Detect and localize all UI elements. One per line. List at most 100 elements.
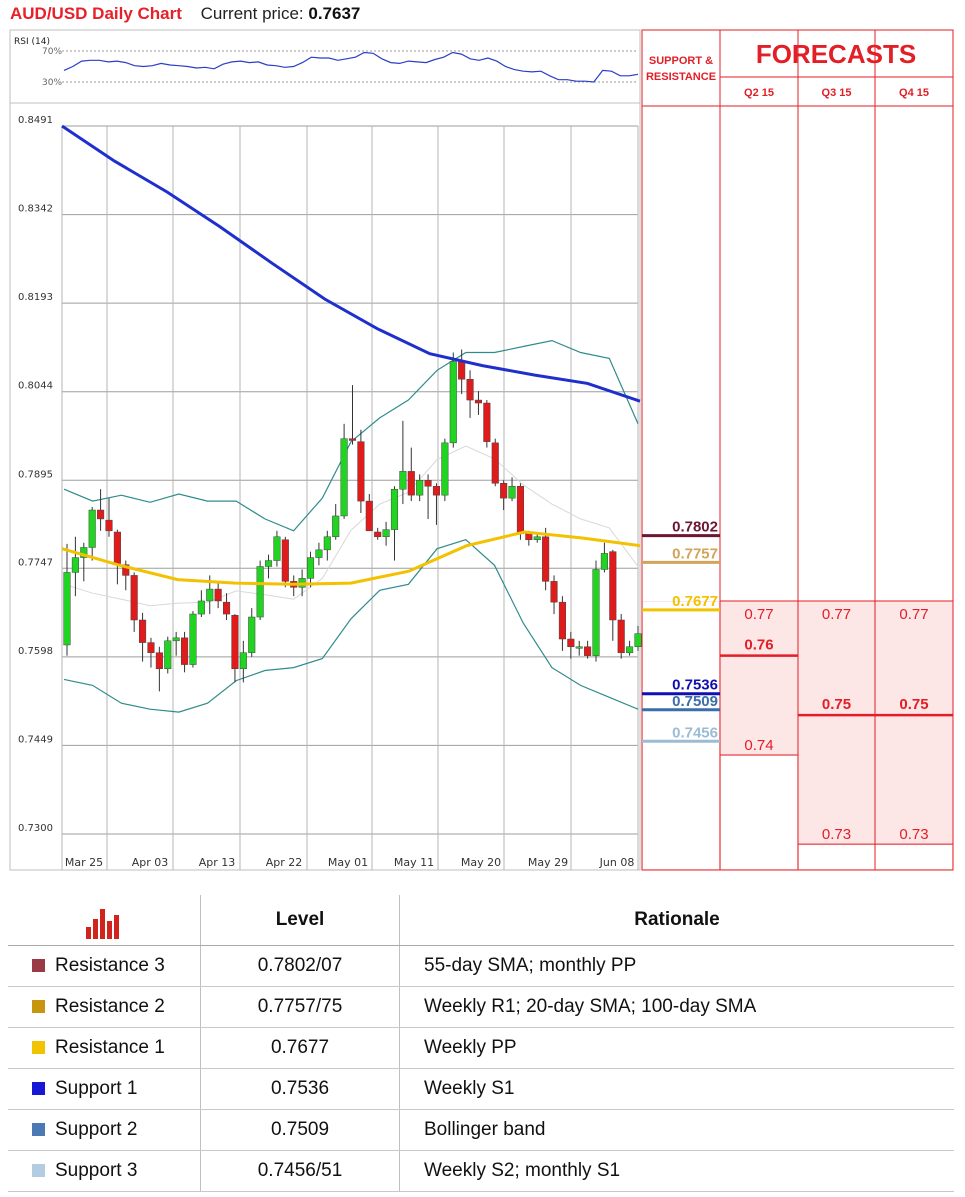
candle-down — [424, 480, 432, 487]
row-name: Support 3 — [55, 1160, 138, 1181]
y-tick-label: 0.8491 — [18, 115, 53, 126]
row-level: 0.7802/07 — [200, 945, 400, 987]
candle-up — [575, 646, 583, 649]
candles — [63, 349, 642, 692]
candle-down — [231, 614, 239, 669]
candle-down — [147, 642, 155, 653]
rsi-line — [63, 51, 639, 83]
x-tick-label: May 20 — [461, 856, 501, 869]
candle-down — [558, 601, 566, 640]
x-tick-label: Mar 25 — [65, 856, 103, 869]
candle-down — [567, 638, 575, 647]
candle-down — [609, 551, 617, 621]
quarter-header: Q4 15 — [899, 87, 929, 99]
y-tick-label: 0.8342 — [18, 204, 53, 215]
row-rationale: 55-day SMA; monthly PP — [399, 945, 954, 987]
candle-down — [491, 442, 499, 484]
current-price-label: Current price: — [200, 4, 304, 23]
forecast-mid-value: 0.75 — [822, 696, 851, 713]
table-row: Resistance 3 0.7802/07 55-day SMA; monthly… — [8, 945, 954, 987]
y-tick-label: 0.7895 — [18, 469, 53, 480]
row-name: Resistance 3 — [55, 955, 165, 976]
candle-up — [264, 560, 273, 567]
forecast-high-value: 0.77 — [744, 606, 773, 623]
candle-down — [500, 483, 508, 499]
y-tick-label: 0.7598 — [18, 646, 53, 657]
x-tick-label: Apr 22 — [266, 856, 303, 869]
candle-down — [617, 619, 625, 653]
candle-up — [416, 480, 424, 496]
level-color-swatch — [32, 1123, 45, 1136]
candle-up — [390, 488, 399, 530]
candle-down — [542, 536, 550, 582]
row-name: Resistance 1 — [55, 1037, 165, 1058]
candle-down — [357, 441, 365, 502]
rsi-70-label: 70% — [42, 47, 62, 57]
chart-title-bar: AUD/USD Daily Chart Current price: 0.763… — [10, 4, 360, 24]
level-label: 0.7536 — [672, 677, 718, 694]
rsi-30-label: 30% — [42, 78, 62, 88]
candle-down — [155, 652, 163, 669]
current-price-value: 0.7637 — [308, 4, 361, 23]
candle-up — [315, 549, 323, 558]
gridlines-vertical — [61, 126, 639, 870]
bollinger-upper-line — [63, 339, 639, 532]
row-level: 0.7536 — [200, 1068, 400, 1110]
sma-short-line — [61, 530, 641, 586]
candle-down — [483, 402, 491, 442]
forecast-high-value: 0.77 — [822, 606, 851, 623]
table-row: Resistance 1 0.7677 Weekly PP — [8, 1027, 954, 1069]
level-color-swatch — [32, 959, 45, 972]
y-tick-label: 0.7300 — [18, 823, 53, 834]
row-rationale: Weekly S1 — [399, 1068, 954, 1110]
row-name-cell: Support 1 — [8, 1068, 201, 1110]
candle-down — [374, 531, 382, 538]
row-name-cell: Support 3 — [8, 1150, 201, 1192]
row-name: Support 2 — [55, 1119, 138, 1140]
bollinger-lower-line — [63, 539, 639, 713]
candle-down — [222, 601, 231, 615]
level-label: 0.7509 — [672, 693, 718, 710]
y-tick-label: 0.7449 — [18, 734, 53, 745]
candle-down — [281, 539, 289, 582]
candle-down — [139, 619, 147, 643]
candle-up — [164, 640, 172, 669]
forecast-mid-value: 0.75 — [899, 696, 928, 713]
candle-down — [525, 533, 533, 540]
level-label: 0.7802 — [672, 519, 718, 536]
forecast-low-value: 0.73 — [899, 826, 928, 843]
row-name: Resistance 2 — [55, 996, 165, 1017]
candle-up — [449, 361, 457, 444]
row-level: 0.7757/75 — [200, 986, 400, 1028]
candle-up — [197, 600, 205, 615]
candle-down — [181, 637, 189, 665]
candle-up — [63, 572, 71, 646]
candle-down — [130, 575, 138, 621]
candle-down — [516, 485, 524, 535]
candle-down — [122, 564, 130, 576]
support-resistance-label-line2: RESISTANCE — [646, 71, 716, 83]
table-row: Support 1 0.7536 Weekly S1 — [8, 1068, 954, 1110]
table-row: Support 3 0.7456/51 Weekly S2; monthly S1 — [8, 1150, 954, 1192]
table-row: Resistance 2 0.7757/75 Weekly R1; 20-day S… — [8, 986, 954, 1028]
candle-down — [105, 519, 113, 532]
level-color-swatch — [32, 1041, 45, 1054]
level-color-swatch — [32, 1082, 45, 1095]
y-tick-label: 0.7747 — [18, 557, 53, 568]
candle-down — [474, 399, 483, 404]
candle-up — [441, 442, 449, 496]
candle-down — [97, 509, 105, 520]
candle-up — [626, 646, 634, 653]
row-rationale: Weekly PP — [399, 1027, 954, 1069]
candle-up — [340, 438, 348, 517]
candle-down — [584, 646, 592, 656]
candle-down — [458, 361, 466, 380]
candle-up — [634, 633, 642, 647]
forecast-mid-value: 0.76 — [744, 637, 773, 654]
rsi-panel-frame — [9, 29, 641, 104]
x-tick-label: Apr 13 — [199, 856, 236, 869]
candle-up — [239, 652, 247, 669]
bar-chart-icon — [86, 909, 119, 939]
candle-up — [206, 588, 214, 602]
row-name-cell: Resistance 1 — [8, 1027, 201, 1069]
